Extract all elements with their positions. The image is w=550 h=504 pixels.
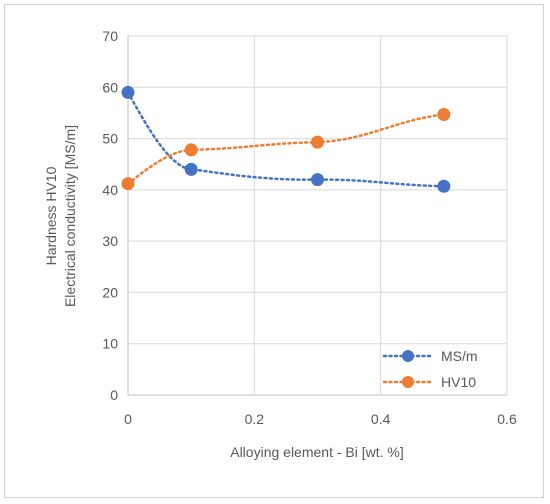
y-tick-label: 30 bbox=[102, 233, 118, 249]
x-tick-labels: 0 0.2 0.4 0.6 bbox=[124, 411, 517, 427]
chart-frame bbox=[4, 4, 544, 498]
x-tick-label: 0 bbox=[124, 411, 132, 427]
y-tick-label: 20 bbox=[102, 284, 118, 300]
data-point bbox=[311, 173, 324, 187]
y-tick-label: 50 bbox=[102, 131, 118, 147]
series-hv10 bbox=[121, 107, 451, 191]
x-tick-label: 0.4 bbox=[371, 411, 391, 427]
series-layer bbox=[121, 85, 451, 193]
series-line bbox=[126, 91, 446, 188]
legend-item: MS/m bbox=[382, 348, 478, 364]
x-axis-label: Alloying element - Bi [wt. %] bbox=[230, 444, 404, 460]
data-point bbox=[121, 177, 135, 191]
y-tick-label: 40 bbox=[102, 182, 118, 198]
y-axis-label-line-2: Electrical conductivity [MS/m] bbox=[62, 125, 78, 307]
x-tick-label: 0.2 bbox=[245, 411, 265, 427]
data-point bbox=[184, 143, 198, 157]
y-tick-label: 70 bbox=[102, 28, 118, 44]
gridlines bbox=[127, 35, 508, 396]
data-point bbox=[311, 135, 324, 149]
y-tick-labels: 0 10 20 30 40 50 60 70 bbox=[102, 28, 118, 403]
y-axis-label-line-1: Hardness HV10 bbox=[43, 166, 59, 265]
y-tick-label: 60 bbox=[102, 79, 118, 95]
series-line bbox=[126, 113, 446, 185]
data-point bbox=[437, 179, 451, 193]
legend: MS/m HV10 bbox=[382, 348, 478, 390]
legend-item: HV10 bbox=[382, 374, 476, 390]
series-ms-m bbox=[121, 85, 451, 193]
x-tick-label: 0.6 bbox=[497, 411, 517, 427]
data-point bbox=[121, 85, 135, 99]
legend-marker bbox=[402, 350, 414, 362]
y-tick-label: 10 bbox=[102, 336, 118, 352]
data-point bbox=[184, 162, 198, 176]
data-point bbox=[437, 107, 451, 121]
legend-marker bbox=[402, 376, 414, 388]
legend-label: HV10 bbox=[441, 374, 476, 390]
legend-label: MS/m bbox=[441, 348, 478, 364]
y-tick-label: 0 bbox=[110, 387, 118, 403]
